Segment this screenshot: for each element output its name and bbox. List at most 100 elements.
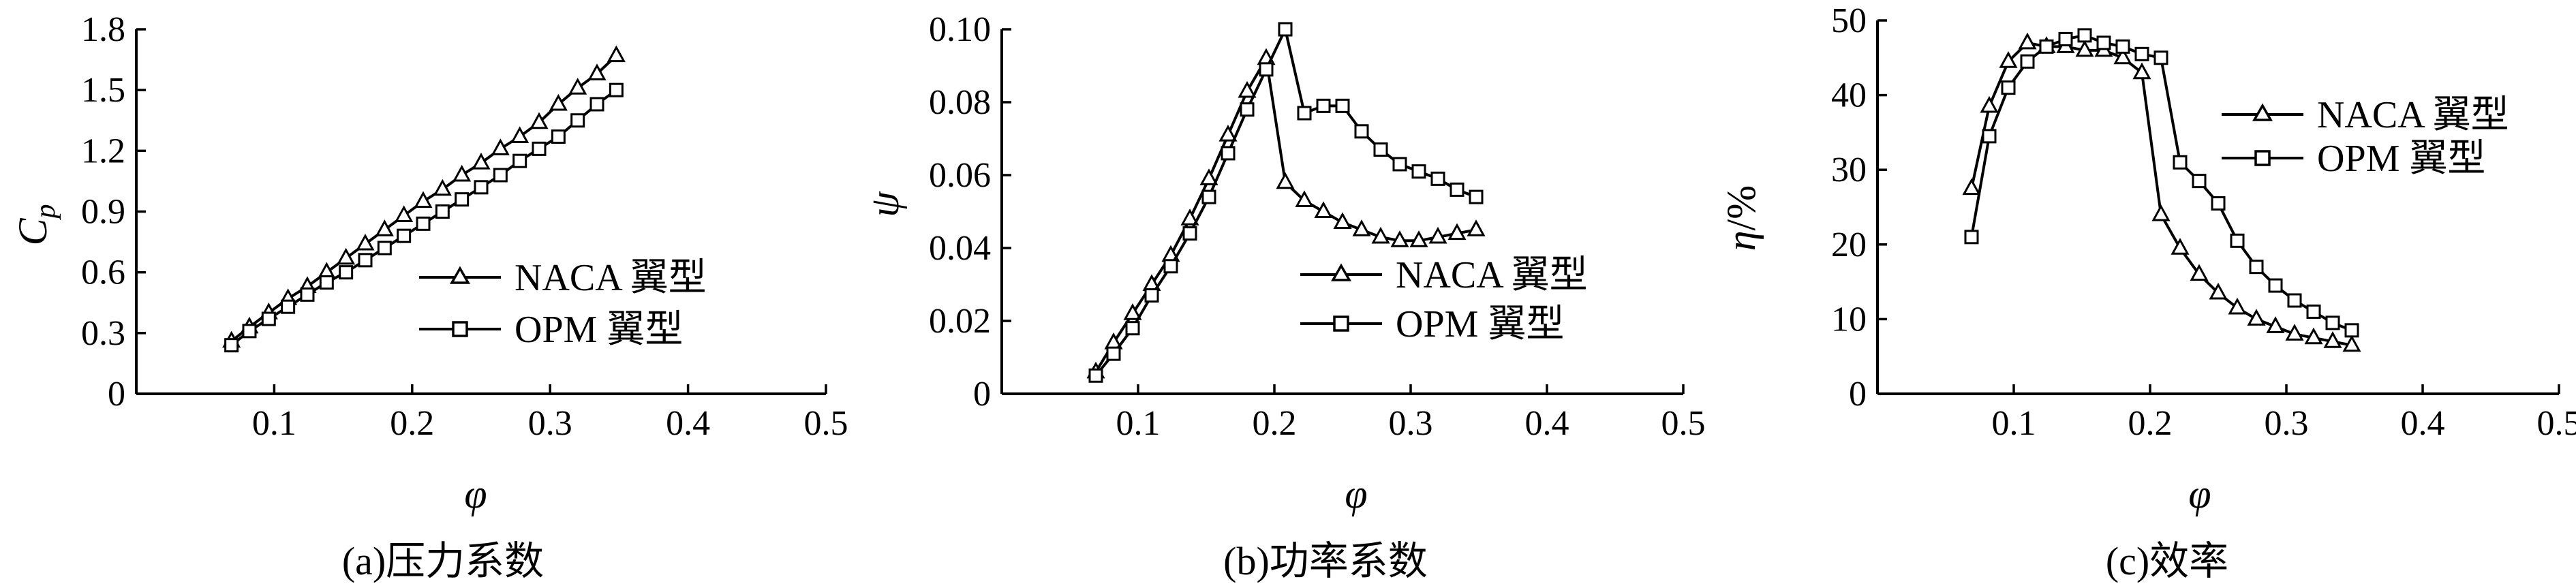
point-naca-c [2247,309,2266,326]
point-naca-a [433,179,452,196]
y-axis-label-a: Cp [10,204,61,245]
point-naca-c [2151,204,2171,221]
point-opm-a [261,311,276,326]
y-tick-label-b: 0.06 [929,156,991,195]
point-naca-a [453,164,472,182]
x-axis-label-b: φ [1345,471,1367,516]
x-tick-label-c: 0.4 [2401,404,2445,443]
point-naca-b [1428,226,1447,244]
point-naca-c [1999,51,2018,68]
point-opm-b [1163,259,1178,274]
point-opm-c [2173,155,2188,170]
point-opm-c [2211,196,2226,211]
point-naca-b [1409,230,1428,247]
point-opm-a [493,168,508,183]
point-opm-a [474,180,489,195]
y-tick-label-a: 0 [108,375,125,414]
point-naca-c [2209,282,2228,300]
point-naca-b [1352,219,1371,236]
point-opm-a [358,253,373,268]
point-naca-b [1199,168,1218,185]
point-opm-a [551,129,566,144]
point-opm-c [2192,174,2207,189]
ticks-c: 0.1 0.2 0.3 0.4 0.5 0 10 20 30 40 50 [1831,1,2576,443]
legend-c-opm-marker [2254,150,2271,166]
point-opm-b [1411,164,1426,179]
point-opm-c [2115,39,2130,54]
point-naca-b [1218,125,1238,142]
legend-b-opm-label: OPM 翼型 [1396,303,1564,345]
point-naca-a [337,247,356,265]
point-opm-b [1259,62,1274,77]
point-opm-b [1201,189,1216,204]
point-naca-b [1276,172,1295,189]
point-opm-c [2268,278,2283,293]
point-naca-c [2132,62,2151,80]
legend-b-naca-label: NACA 翼型 [1396,254,1588,296]
point-opm-b [1144,288,1159,303]
point-opm-c [2230,233,2245,248]
series-c [1962,28,2361,352]
y-tick-label-b: 0.02 [929,302,991,341]
point-opm-a [532,141,547,156]
point-naca-b [1467,219,1486,236]
y-tick-label-a: 0.3 [81,314,125,353]
y-tick-label-a: 0.6 [81,253,125,292]
point-opm-a [242,324,257,339]
x-tick-label-b: 0.1 [1116,404,1161,443]
x-axis-label-c: φ [2188,471,2211,516]
point-naca-b [1447,223,1467,241]
legend-b: NACA 翼型 OPM 翼型 [1300,254,1588,345]
point-naca-c [2075,40,2094,57]
point-opm-c [1982,129,1997,144]
point-naca-b [1333,212,1352,230]
chart-panel-c: 0.1 0.2 0.3 0.4 0.5 0 10 20 30 40 50 NACA 翼型 OPM 翼… [1719,1,2576,583]
point-naca-a [356,233,375,251]
ticks-b: 0.1 0.2 0.3 0.4 0.5 0 0.02 0.04 0.06 0.08 0.10 [929,10,1706,443]
point-opm-c [1964,230,1979,245]
point-naca-a [472,153,491,170]
caption-a: (a)压力系数 [342,539,544,583]
chart-panel-a: 0.1 0.2 0.3 0.4 0.5 0 0.3 0.6 0.9 1.2 1.5 1.8 NACA … [10,10,848,583]
point-naca-c [2018,32,2037,50]
point-opm-a [397,228,412,243]
legend-c-naca-label: NACA 翼型 [2317,94,2509,136]
y-tick-label-b: 0.08 [929,83,991,122]
caption-c: (c)效率 [2106,539,2228,583]
point-naca-a [587,63,607,80]
point-naca-b [1295,190,1314,207]
point-opm-c [2020,54,2035,69]
point-naca-a [568,78,587,95]
point-opm-b [1297,106,1312,121]
y-tick-label-a: 1.8 [81,10,125,49]
point-opm-a [416,216,431,231]
point-opm-a [339,265,354,280]
point-naca-a [510,126,530,144]
point-opm-a [570,113,585,128]
y-axis-label-c-main: η [1719,230,1764,251]
point-opm-b [1278,22,1293,37]
y-tick-label-c: 40 [1831,76,1867,115]
point-naca-a [530,112,549,129]
x-tick-label-b: 0.3 [1389,404,1433,443]
x-axis-label-a: φ [464,471,487,516]
point-naca-c [2266,316,2285,333]
point-opm-b [1469,189,1484,204]
point-naca-a [491,138,510,155]
point-opm-c [2058,31,2073,46]
point-naca-b [1180,208,1199,226]
y-axis-label-a-sub: p [30,204,61,220]
point-opm-c [2134,46,2149,61]
point-naca-b [1238,80,1257,98]
legend-c-naca-marker [2252,103,2273,121]
point-opm-b [1182,226,1197,241]
point-opm-b [1450,182,1465,197]
legend-c-opm-label: OPM 翼型 [2317,138,2485,180]
point-naca-c [1962,178,1981,196]
y-tick-label-b: 0 [973,375,991,414]
y-tick-label-c: 30 [1831,151,1867,189]
x-tick-label-c: 0.1 [1992,404,2036,443]
point-naca-a [607,45,626,63]
legend-a: NACA 翼型 OPM 翼型 [419,257,707,351]
